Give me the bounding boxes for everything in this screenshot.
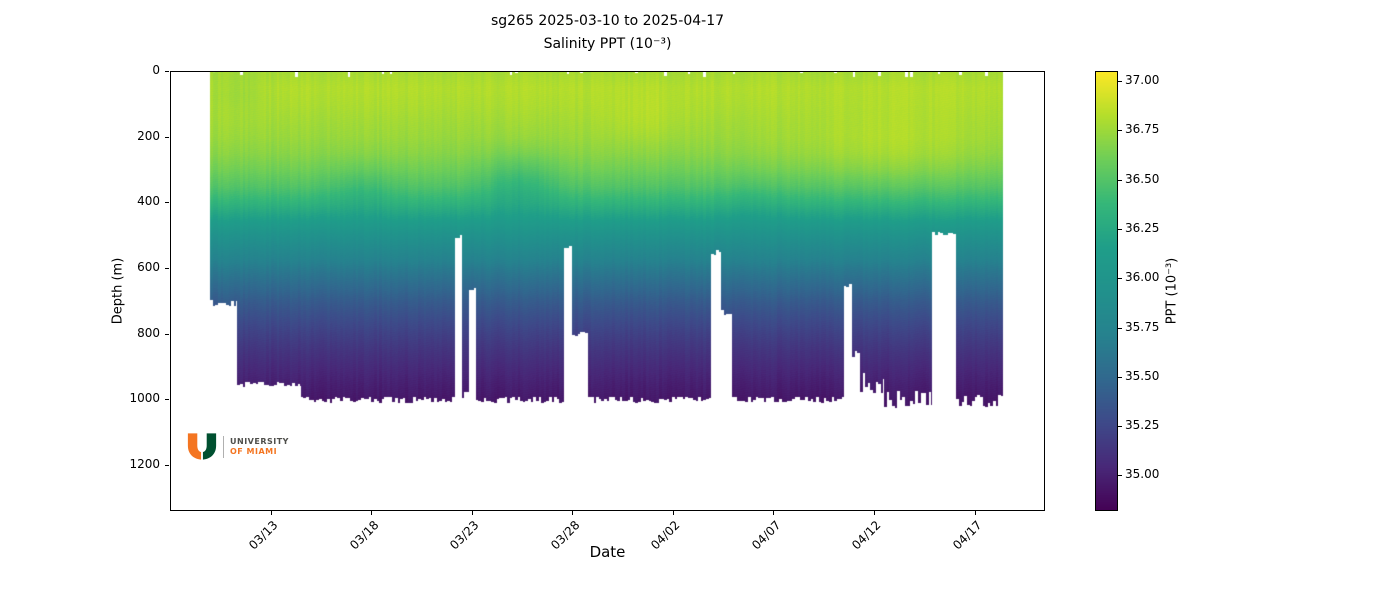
y-tick-label: 0 xyxy=(152,63,160,77)
x-axis-label: Date xyxy=(589,543,626,561)
colorbar-tick-mark xyxy=(1118,80,1122,82)
y-tick-label: 400 xyxy=(137,194,160,209)
y-tick-mark xyxy=(165,399,169,401)
salinity-heatmap-canvas xyxy=(170,71,1045,511)
colorbar-tick-mark xyxy=(1118,130,1122,132)
colorbar-tick-label: 35.50 xyxy=(1125,368,1160,383)
colorbar-tick-label: 37.00 xyxy=(1125,72,1160,87)
y-tick-label: 200 xyxy=(137,128,160,143)
colorbar-tick-label: 35.00 xyxy=(1125,467,1160,482)
chart-title: sg265 2025-03-10 to 2025-04-17 xyxy=(490,13,725,29)
logo-text: UNIVERSITY OF MIAMI xyxy=(230,437,289,457)
colorbar-tick-label: 35.75 xyxy=(1125,319,1160,334)
logo-line2: OF MIAMI xyxy=(230,446,278,456)
logo-divider xyxy=(223,435,224,458)
plot-area xyxy=(170,71,1045,511)
colorbar-tick-mark xyxy=(1118,376,1122,378)
y-tick-mark xyxy=(165,136,169,138)
colorbar-tick-mark xyxy=(1118,179,1122,181)
colorbar-tick-label: 36.00 xyxy=(1125,270,1160,285)
colorbar-canvas xyxy=(1095,71,1118,511)
y-tick-label: 800 xyxy=(137,325,160,340)
y-tick-label: 1000 xyxy=(129,391,160,406)
y-tick-mark xyxy=(165,202,169,204)
colorbar-label: PPT (10⁻³) xyxy=(1164,257,1180,325)
colorbar-tick-label: 36.25 xyxy=(1125,220,1160,235)
logo-line1: UNIVERSITY xyxy=(230,436,289,446)
y-tick-mark xyxy=(165,465,169,467)
x-tick-mark xyxy=(572,511,574,515)
colorbar-tick-label: 35.25 xyxy=(1125,418,1160,433)
colorbar xyxy=(1095,71,1118,511)
colorbar-tick-label: 36.50 xyxy=(1125,171,1160,186)
colorbar-tick-mark xyxy=(1118,327,1122,329)
university-of-miami-logo: UNIVERSITY OF MIAMI xyxy=(186,432,289,461)
y-tick-mark xyxy=(165,333,169,335)
x-tick-mark xyxy=(974,511,976,515)
x-tick-mark xyxy=(773,511,775,515)
colorbar-tick-mark xyxy=(1118,228,1122,230)
y-tick-label: 600 xyxy=(137,260,160,274)
colorbar-tick-mark xyxy=(1118,475,1122,477)
y-tick-mark xyxy=(165,268,169,269)
x-tick-mark xyxy=(874,511,876,515)
y-tick-label: 1200 xyxy=(129,457,160,472)
x-tick-mark xyxy=(270,511,272,515)
x-tick-mark xyxy=(672,511,674,515)
chart-subtitle: Salinity PPT (10⁻³) xyxy=(543,36,672,52)
colorbar-tick-label: 36.75 xyxy=(1125,122,1160,137)
colorbar-tick-mark xyxy=(1118,426,1122,428)
colorbar-tick-mark xyxy=(1118,278,1122,280)
x-tick-mark xyxy=(471,511,473,515)
y-tick-mark xyxy=(165,71,169,72)
x-tick-mark xyxy=(371,511,373,515)
um-split-u-icon xyxy=(187,433,217,460)
